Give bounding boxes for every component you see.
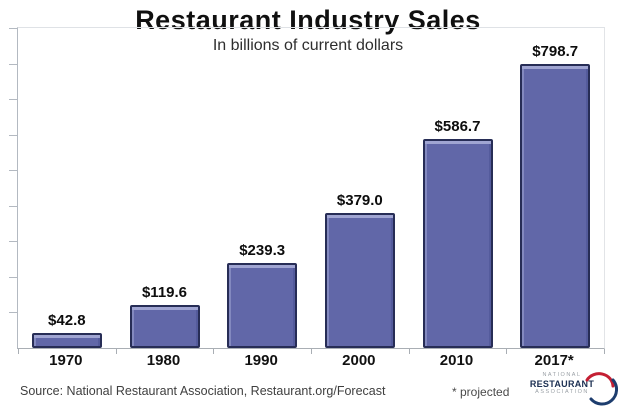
x-axis-label: 1970 [49, 352, 83, 369]
y-axis-tick [9, 276, 18, 278]
bar-1990 [227, 262, 298, 348]
source-text: Source: National Restaurant Association,… [20, 384, 386, 398]
nra-logo-line-national: NATIONAL [542, 372, 582, 378]
x-axis-tick [506, 349, 508, 354]
x-axis-tick [115, 349, 117, 354]
y-axis-tick [9, 134, 18, 136]
y-axis-tick [9, 28, 18, 29]
bar-2010 [422, 139, 493, 348]
chart-title: Restaurant Industry Sales [135, 5, 481, 35]
bar-2000 [324, 213, 395, 348]
y-axis-tick [9, 205, 18, 207]
x-axis-labels: 1970 1980 1990 2000 2010 2017* [17, 352, 603, 370]
x-axis-label: 2017* [534, 352, 574, 369]
x-axis-tick [408, 349, 410, 354]
x-axis-tick [604, 349, 605, 354]
bar-value-label: $239.3 [239, 241, 286, 259]
bar-value-label: $798.7 [532, 43, 579, 61]
bar-value-label: $379.0 [336, 192, 383, 210]
chart-subtitle: In billions of current dollars [212, 37, 404, 54]
nra-logo-text: NATIONAL RESTAURANT ASSOCIATION [526, 372, 598, 396]
x-axis-label: 1980 [146, 352, 181, 369]
x-axis-tick [213, 349, 215, 354]
bar-value-label: $586.7 [434, 118, 481, 136]
x-axis-tick [18, 349, 19, 354]
projected-note: * projected [452, 385, 510, 399]
plot-area: $42.8 $119.6 $239.3 $379.0 $586.7 $798.7 [9, 27, 605, 354]
bar-1980 [129, 305, 200, 348]
x-axis-label: 1990 [244, 352, 278, 369]
y-axis-tick [9, 312, 18, 314]
bar-value-label: $42.8 [48, 311, 86, 329]
y-axis-tick [9, 241, 18, 243]
x-axis-label: 2000 [342, 352, 376, 369]
bar-2017 [520, 64, 591, 348]
nra-logo-line-association: ASSOCIATION [535, 389, 589, 395]
y-axis-tick [9, 170, 18, 172]
bar-1970 [31, 332, 102, 348]
nra-logo: NATIONAL RESTAURANT ASSOCIATION [526, 370, 618, 406]
y-axis-tick [9, 63, 18, 65]
nra-logo-line-restaurant: RESTAURANT [529, 379, 595, 389]
x-axis-label: 2010 [439, 352, 474, 369]
x-axis-tick [311, 349, 312, 354]
bar-value-label: $119.6 [141, 284, 188, 302]
nra-logo-swoosh-icon [585, 372, 618, 406]
y-axis-tick [9, 99, 18, 101]
